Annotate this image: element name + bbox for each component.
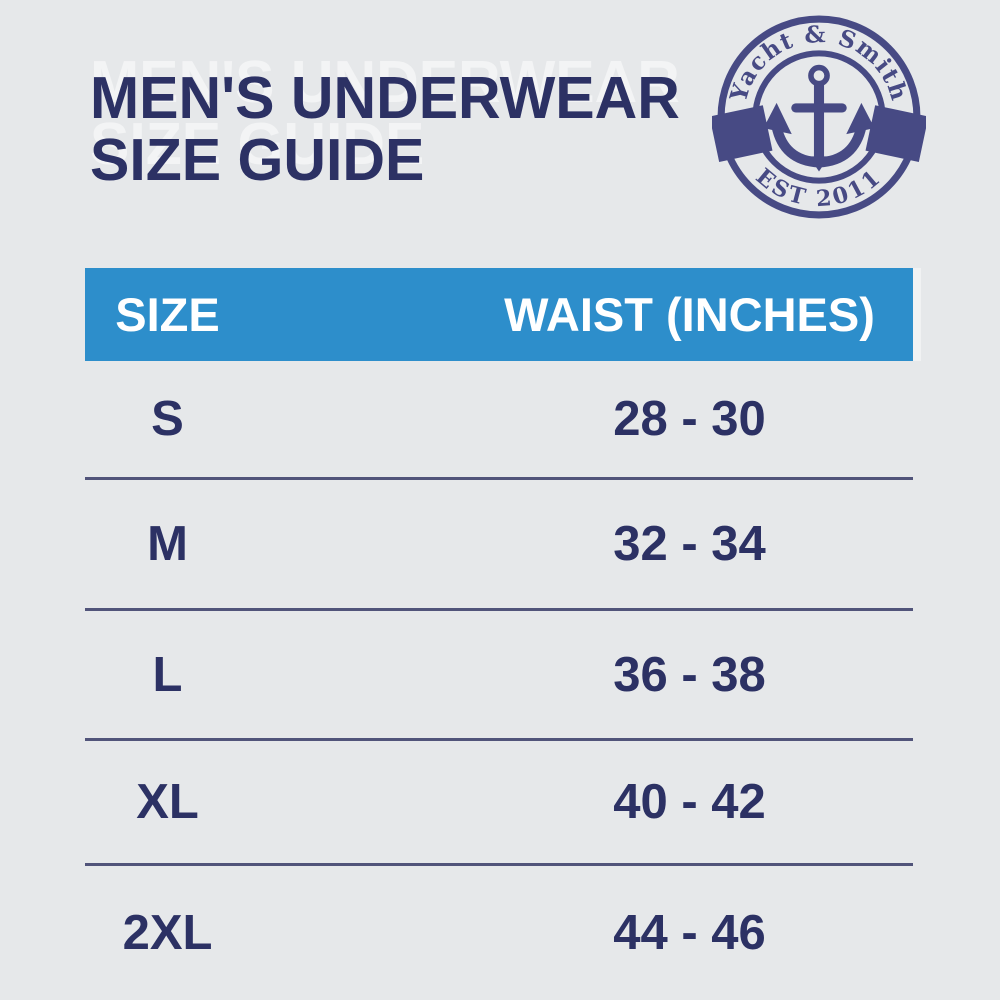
table-row: L 36 - 38	[85, 611, 913, 741]
table-header-row: SIZE WAIST (INCHES)	[85, 268, 913, 361]
header-cell-size: SIZE	[115, 288, 220, 341]
page-title: MEN'S UNDERWEAR SIZE GUIDE	[90, 67, 680, 191]
table-row: XL 40 - 42	[85, 741, 913, 866]
page-title-line-2: SIZE GUIDE	[90, 127, 425, 193]
waist-cell: 32 - 34	[613, 517, 766, 571]
table-row: M 32 - 34	[85, 480, 913, 611]
waist-cell: 36 - 38	[613, 647, 766, 702]
size-cell: S	[151, 392, 184, 446]
size-cell: M	[147, 517, 188, 571]
waist-cell: 40 - 42	[613, 775, 766, 829]
header-cell-waist: WAIST (INCHES)	[504, 288, 875, 341]
waist-cell: 44 - 46	[613, 906, 766, 960]
brand-stamp-logo: Yacht & Smith EST 2011	[712, 15, 926, 219]
table-row: 2XL 44 - 46	[85, 866, 913, 1000]
size-table: SIZE WAIST (INCHES) S 28 - 30 M 32 - 34 …	[85, 268, 913, 1000]
lifebuoy-ring-icon	[712, 15, 926, 219]
size-cell: XL	[136, 775, 199, 829]
page-title-line-1: MEN'S UNDERWEAR	[90, 65, 680, 131]
size-cell: L	[152, 647, 183, 702]
anchor-icon	[763, 64, 875, 172]
size-cell: 2XL	[122, 906, 213, 960]
table-row: S 28 - 30	[85, 361, 913, 480]
waist-cell: 28 - 30	[613, 392, 766, 446]
